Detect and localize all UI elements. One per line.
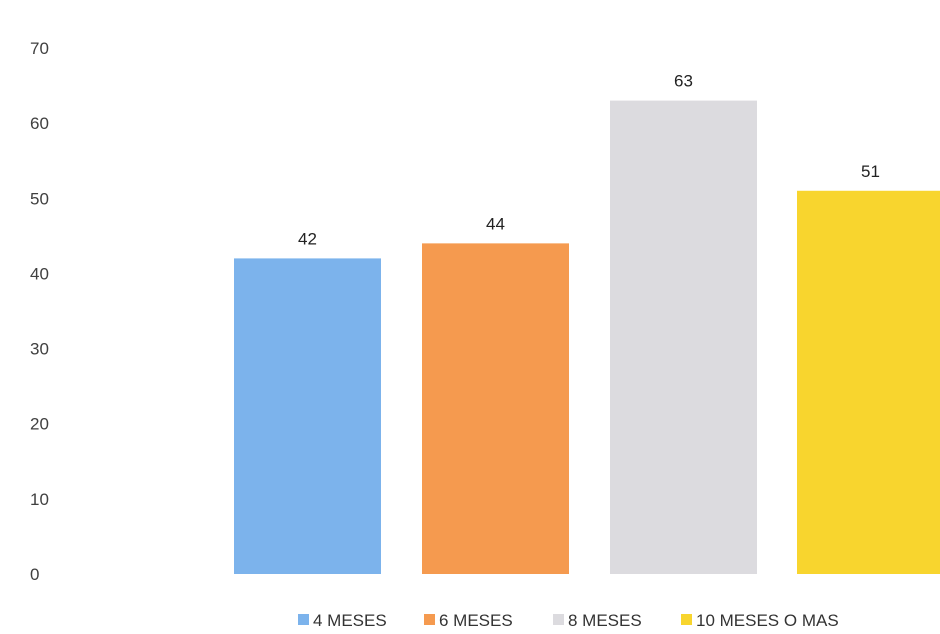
legend-swatch <box>424 614 435 625</box>
bar-10-meses-o-mas <box>797 190 940 574</box>
bar-4-meses <box>234 258 381 574</box>
legend-label: 6 MESES <box>439 611 513 630</box>
y-tick-label: 10 <box>30 490 49 509</box>
bars <box>234 100 940 574</box>
data-label: 51 <box>861 162 880 181</box>
legend-swatch <box>681 614 692 625</box>
data-label: 63 <box>674 72 693 91</box>
legend-label: 10 MESES O MAS <box>696 611 839 630</box>
legend-label: 8 MESES <box>568 611 642 630</box>
y-tick-label: 30 <box>30 340 49 359</box>
bar-8-meses <box>610 100 757 574</box>
y-tick-label: 0 <box>30 565 39 584</box>
y-tick-label: 50 <box>30 189 49 208</box>
y-tick-label: 20 <box>30 415 49 434</box>
data-label: 44 <box>486 214 505 233</box>
legend-label: 4 MESES <box>313 611 387 630</box>
y-tick-label: 70 <box>30 39 49 58</box>
y-axis: 0 10 20 30 40 50 60 70 <box>30 39 49 584</box>
y-tick-label: 40 <box>30 264 49 283</box>
data-labels: 42 44 63 51 <box>298 72 880 249</box>
y-tick-label: 60 <box>30 114 49 133</box>
legend: 4 MESES 6 MESES 8 MESES 10 MESES O MAS <box>298 611 839 630</box>
data-label: 42 <box>298 229 317 248</box>
legend-swatch <box>553 614 564 625</box>
bar-6-meses <box>422 243 569 574</box>
legend-swatch <box>298 614 309 625</box>
